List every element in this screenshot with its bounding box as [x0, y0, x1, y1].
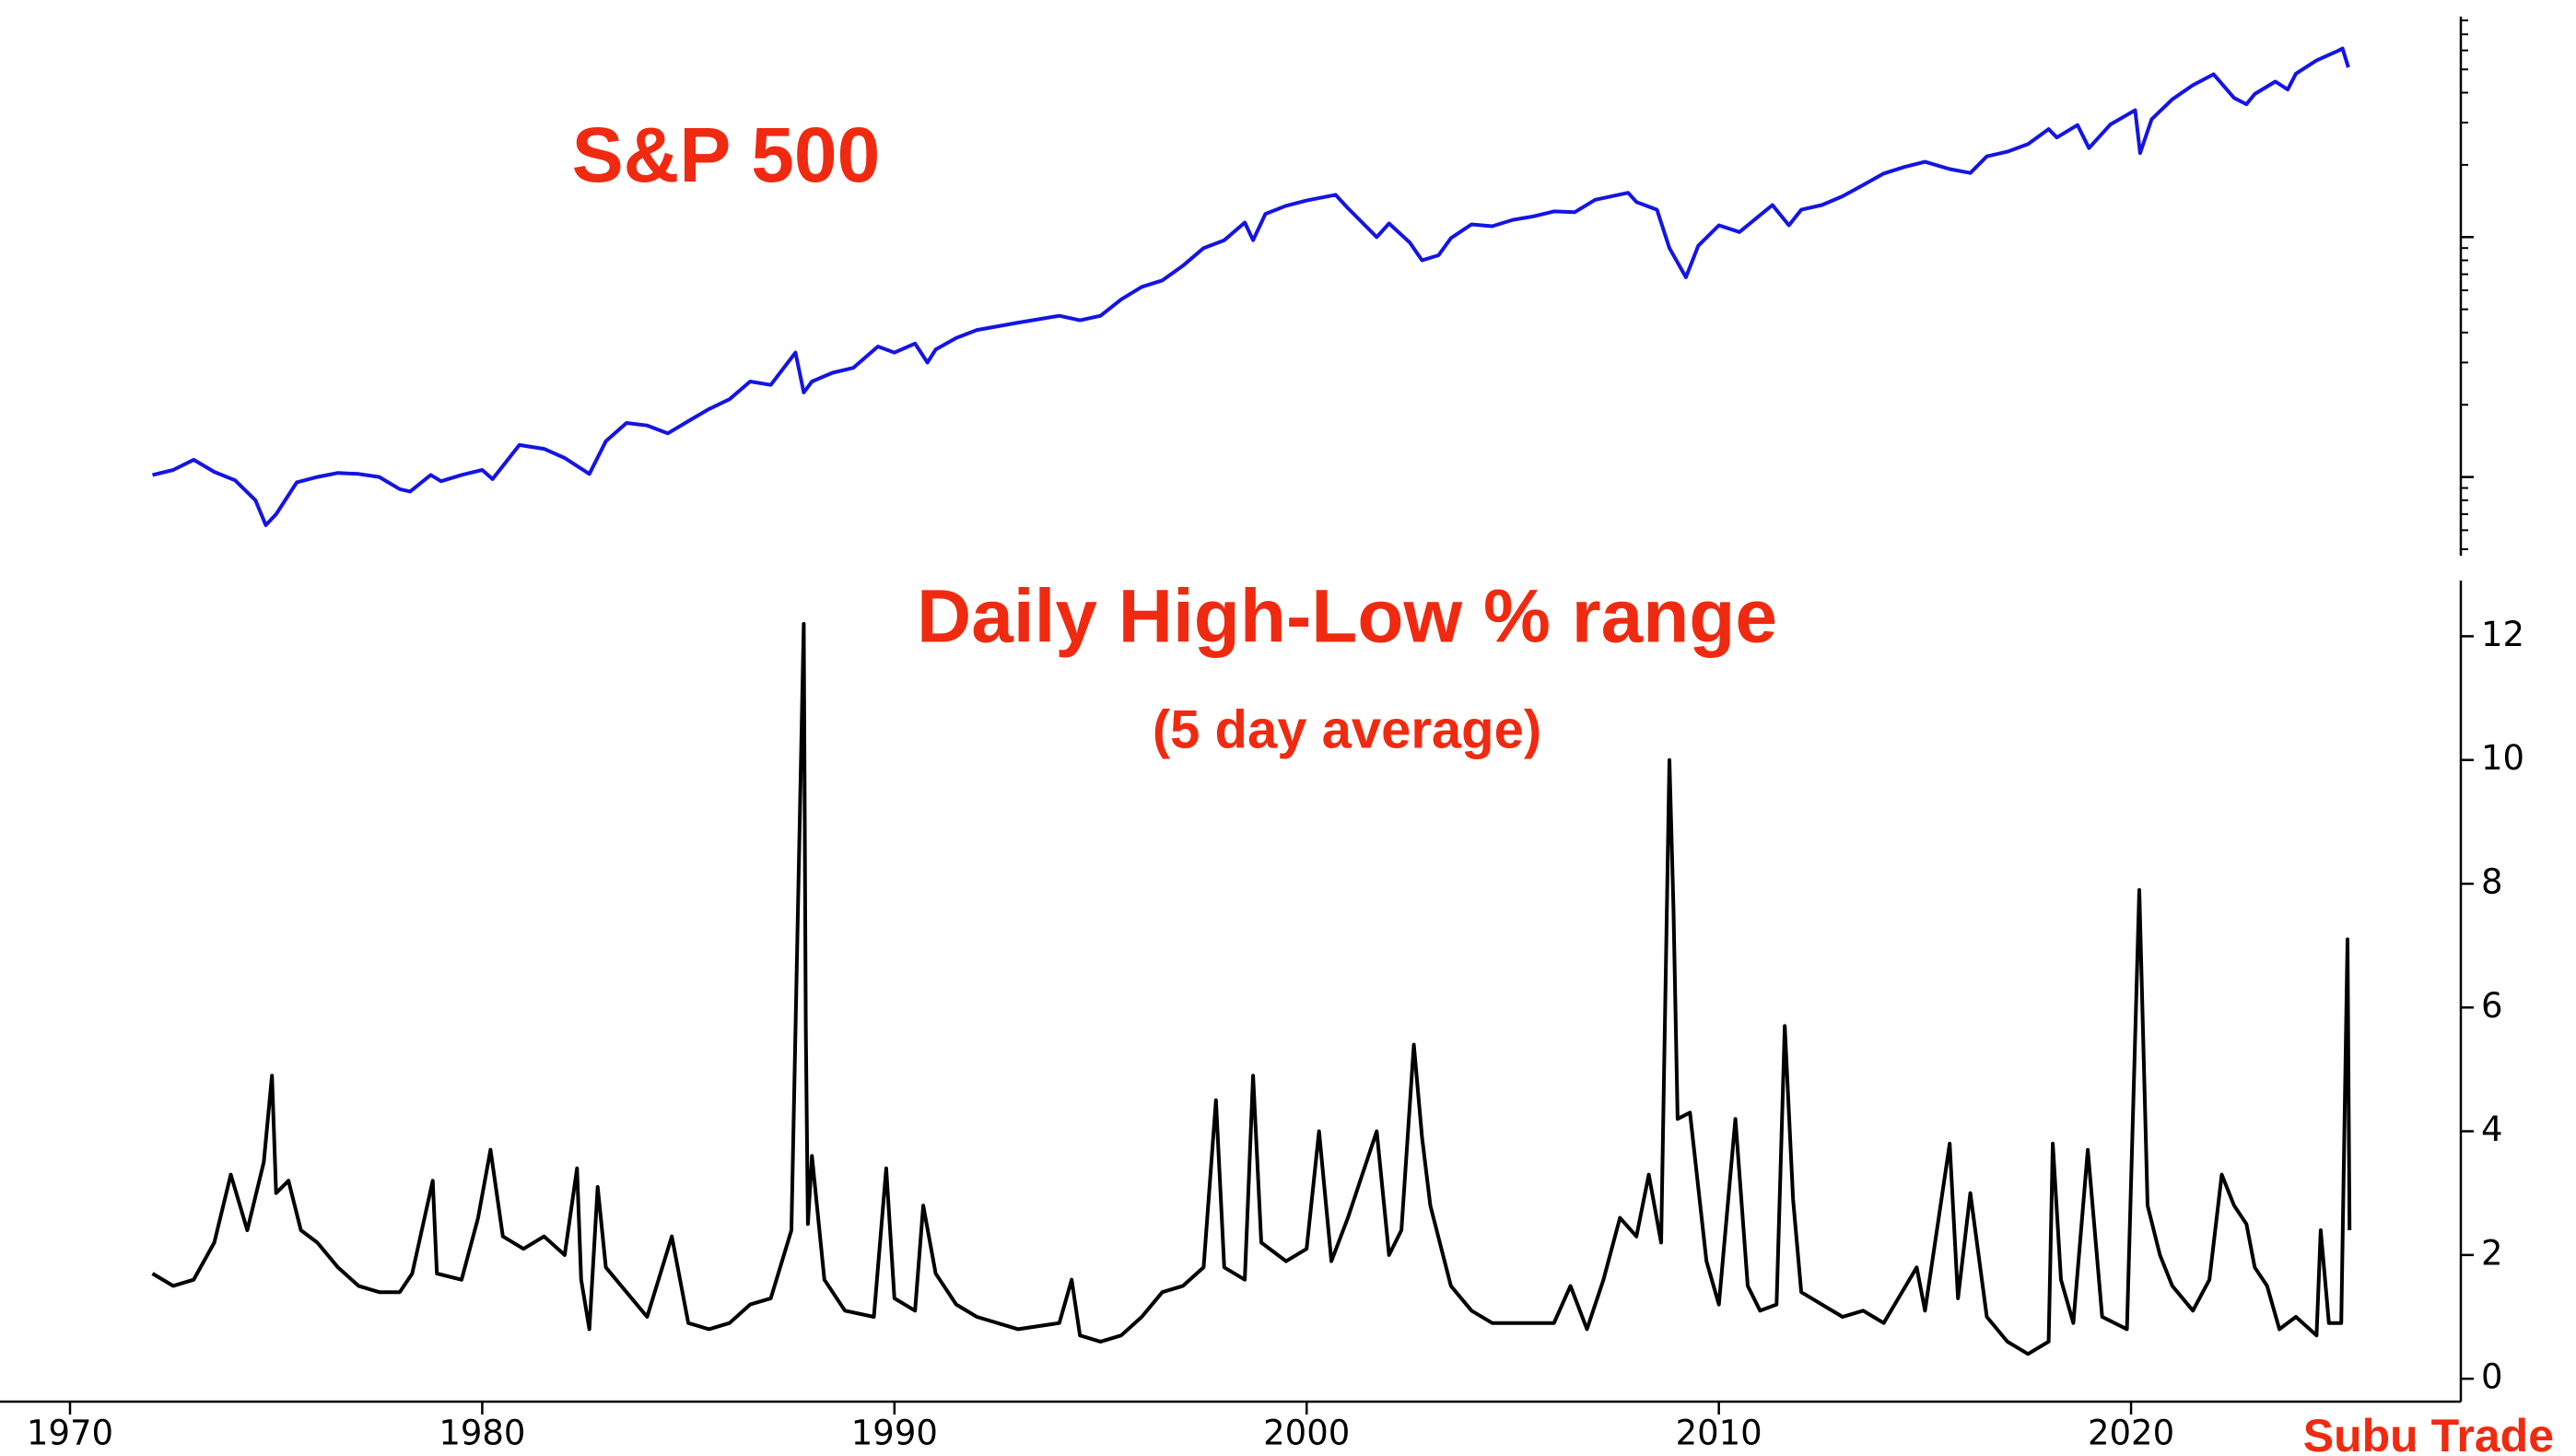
chart-subtitle: (5 day average) — [1153, 699, 1541, 759]
chart-title: S&P 500 — [572, 112, 881, 198]
y-tick-label: 6 — [2481, 986, 2503, 1026]
x-tick-label: 1990 — [851, 1414, 938, 1453]
x-tick-label: 2000 — [1263, 1414, 1350, 1453]
x-tick-label: 1980 — [439, 1414, 525, 1453]
x-tick-label: 2020 — [2088, 1414, 2174, 1453]
data-line — [151, 622, 2352, 1356]
y-tick-label: 0 — [2481, 1357, 2503, 1397]
y-tick-label: 12 — [2481, 615, 2524, 654]
x-tick-label: 1970 — [27, 1414, 113, 1453]
chart-title: Daily High-Low % range — [917, 575, 1777, 659]
y-tick-label: 8 — [2481, 863, 2503, 902]
watermark: Subu Trade — [2303, 1410, 2554, 1456]
y-tick-label: 4 — [2481, 1110, 2503, 1149]
data-line — [152, 46, 2350, 527]
x-tick-label: 2010 — [1676, 1414, 1762, 1453]
y-tick-label: 2 — [2481, 1233, 2503, 1273]
y-tick-label: 10 — [2481, 738, 2524, 778]
